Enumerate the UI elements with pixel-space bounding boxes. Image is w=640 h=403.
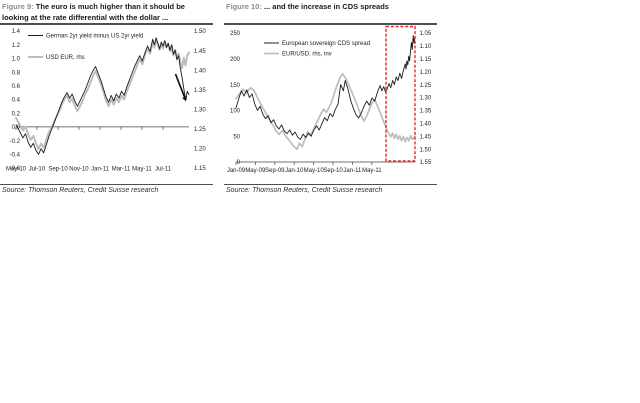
x-tick-label: Sep-10 — [323, 168, 343, 174]
right-axis-label: 1.50 — [194, 29, 206, 35]
left-axis-label: 0.2 — [12, 111, 21, 117]
left-axis-label: 150 — [230, 83, 241, 89]
right-axis-label: 1.15 — [420, 57, 432, 63]
right-axis-label: 1.05 — [420, 31, 432, 37]
right-axis-label: 1.20 — [194, 147, 206, 153]
figure-9-source-rule — [0, 184, 213, 185]
x-tick-label: Jan-10 — [285, 168, 304, 174]
figure-10-source-rule — [224, 184, 437, 185]
right-axis-label: 1.30 — [420, 96, 432, 102]
arrow-annotation-line — [174, 73, 186, 98]
x-tick-label: Jan-11 — [91, 167, 110, 173]
x-tick-label: Jul-10 — [29, 167, 46, 173]
x-tick-label: Jan-09 — [227, 168, 246, 174]
x-tick-label: Jul-11 — [155, 167, 172, 173]
right-axis-label: 1.35 — [420, 109, 432, 115]
x-tick-label: Jan-11 — [343, 168, 362, 174]
left-axis-label: 50 — [233, 134, 240, 140]
x-tick-label: Sep-10 — [48, 167, 68, 173]
left-axis-label: -0.6 — [10, 166, 21, 172]
figure-9-title: Figure 9: The euro is much higher than i… — [2, 2, 208, 23]
figure-9-title-rule — [0, 23, 213, 25]
left-axis-label: 200 — [230, 57, 241, 63]
left-axis-label: 0 — [237, 160, 241, 166]
legend-label-eur-usd-inv: EUR/USD, rhs, inv — [282, 52, 332, 58]
x-tick-label: Mar-11 — [112, 167, 131, 173]
figure-10-title-rule — [224, 23, 437, 25]
right-axis-label: 1.35 — [194, 88, 206, 94]
x-tick-label: Sep-09 — [265, 168, 285, 174]
left-axis-label: 0.0 — [12, 125, 21, 131]
left-axis-label: 0.6 — [12, 84, 21, 90]
x-tick-label: Nov-10 — [69, 167, 89, 173]
right-axis-label: 1.20 — [420, 70, 432, 76]
right-axis-label: 1.45 — [194, 49, 206, 55]
series-line-cds-spread — [235, 35, 416, 140]
figure-9-panel: Figure 9: The euro is much higher than i… — [0, 0, 213, 200]
x-tick-label: May-10 — [6, 167, 27, 173]
left-axis-label: 0.4 — [12, 98, 21, 104]
x-tick-label: May-11 — [362, 168, 382, 174]
series-line-eur-usd-inv — [235, 72, 416, 150]
left-axis-label: 250 — [230, 31, 241, 37]
figure-10-source: Source: Thomson Reuters, Credit Suisse r… — [226, 187, 383, 194]
series-line-rate-differential — [15, 37, 190, 155]
figure-10-panel: Figure 10: ... and the increase in CDS s… — [224, 0, 437, 200]
right-axis-label: 1.50 — [420, 147, 432, 153]
right-axis-label: 1.45 — [420, 134, 432, 140]
chart-1: Jan-09 May-09 Sep-09 Jan-10 May-10 Sep-10 Jan-… — [227, 25, 432, 174]
right-axis-label: 1.30 — [194, 107, 206, 113]
figure-10-label: Figure 10: — [226, 2, 262, 11]
figure-9-source: Source: Thomson Reuters, Credit Suisse r… — [2, 187, 159, 194]
figure-9-label: Figure 9: — [2, 2, 34, 11]
figure-10-title: Figure 10: ... and the increase in CDS s… — [226, 2, 432, 13]
left-axis-label: 1.4 — [12, 29, 21, 35]
arrow-annotation-head — [181, 96, 188, 102]
right-axis-label: 1.25 — [420, 83, 432, 89]
right-axis-label: 1.25 — [194, 127, 206, 133]
legend-label-usd-eur: USD EUR, rhs — [46, 55, 85, 61]
x-tick-label: May-11 — [132, 167, 152, 173]
right-axis-label: 1.55 — [420, 160, 432, 166]
legend-label-rate-differential: German 2yr yield minus US 2yr yield — [46, 34, 143, 40]
left-axis-label: 1.2 — [12, 43, 21, 49]
x-tick-label: May-09 — [245, 168, 266, 174]
figure-10-caption: ... and the increase in CDS spreads — [263, 2, 389, 11]
right-axis-label: 1.40 — [420, 122, 432, 128]
left-axis-label: -0.2 — [10, 139, 21, 145]
figure-9-caption: The euro is much higher than it should b… — [2, 2, 185, 22]
right-axis-label: 1.15 — [194, 166, 206, 172]
right-axis-label: 1.10 — [420, 44, 432, 50]
legend-label-cds-spread: European sovereign CDS spread — [282, 41, 370, 47]
left-axis-label: 0.8 — [12, 70, 21, 76]
chart-0: May-10 Jul-10 Sep-10 Nov-10 Jan-11 Mar-11 May-… — [6, 29, 206, 172]
left-axis-label: 1.0 — [12, 57, 21, 63]
left-axis-label: 100 — [230, 109, 241, 115]
left-axis-label: -0.4 — [10, 153, 21, 159]
highlight-dashed-rect — [385, 25, 416, 162]
right-axis-label: 1.40 — [194, 68, 206, 74]
x-tick-label: May-10 — [304, 168, 325, 174]
